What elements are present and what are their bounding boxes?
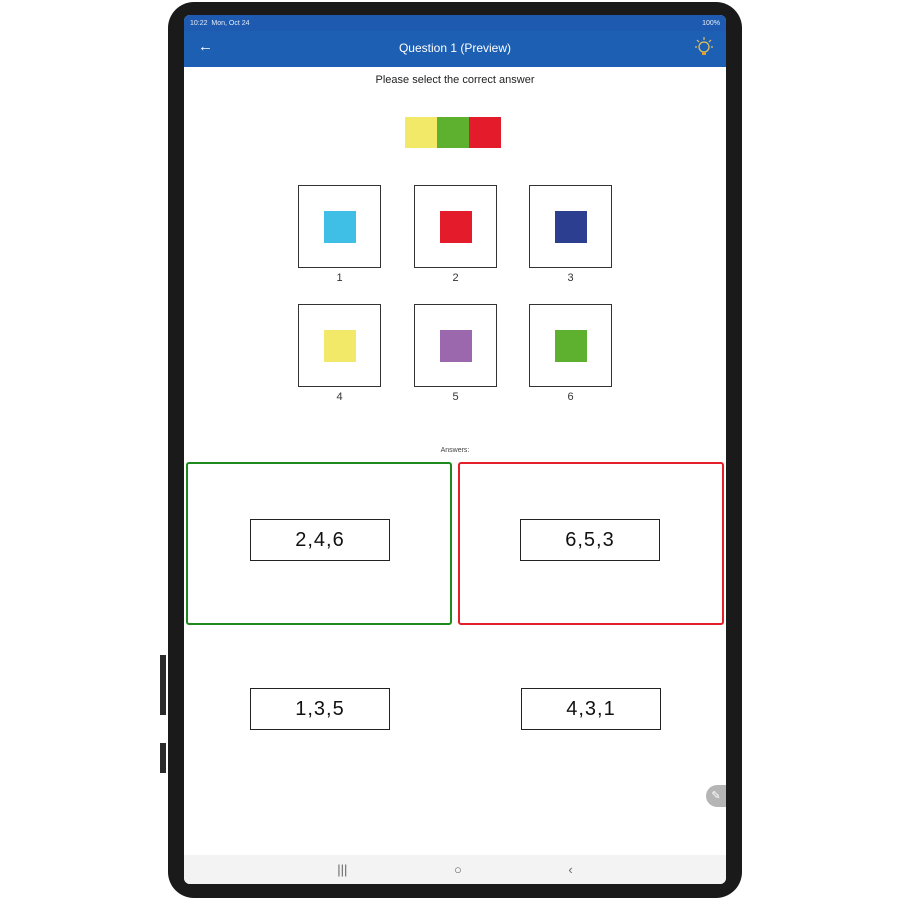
status-time: 10:22	[190, 19, 208, 27]
option-label: 6	[567, 391, 574, 403]
color-square	[440, 330, 472, 362]
option-tile-6[interactable]	[529, 304, 612, 387]
navigation-bar: ||| ○ ‹	[184, 855, 726, 884]
question-prompt: Please select the correct answer	[375, 74, 535, 86]
option-label: 2	[452, 272, 459, 284]
option-label: 1	[336, 272, 343, 284]
color-square	[324, 211, 356, 243]
sequence-color-1	[405, 117, 437, 148]
option-label: 5	[452, 391, 459, 403]
page-title: Question 1 (Preview)	[398, 41, 512, 55]
color-square	[324, 330, 356, 362]
option-tile-1[interactable]	[298, 185, 381, 268]
back-icon[interactable]: ‹	[568, 862, 573, 877]
sequence-color-2	[437, 117, 469, 148]
answers-label: Answers:	[440, 447, 470, 454]
battery-level: 100%	[702, 19, 720, 27]
option-tile-5[interactable]	[414, 304, 497, 387]
answer-text-box[interactable]: 6,5,3	[520, 519, 660, 561]
app-header: ← Question 1 (Preview)	[184, 31, 726, 67]
option-label: 4	[336, 391, 343, 403]
answer-text-box[interactable]: 1,3,5	[250, 688, 390, 730]
option-tile-3[interactable]	[529, 185, 612, 268]
lightbulb-icon[interactable]	[692, 36, 716, 60]
color-square	[555, 330, 587, 362]
option-tile-2[interactable]	[414, 185, 497, 268]
sequence-color-3	[469, 117, 501, 148]
color-square	[440, 211, 472, 243]
option-label: 3	[567, 272, 574, 284]
home-icon[interactable]: ○	[453, 862, 462, 877]
status-date: Mon, Oct 24	[211, 19, 250, 27]
side-button	[160, 743, 166, 773]
back-arrow-icon[interactable]: ←	[198, 38, 213, 55]
recent-apps-icon[interactable]: |||	[337, 862, 348, 877]
answer-card-2[interactable]	[458, 462, 724, 625]
side-button	[160, 655, 166, 715]
screen: 10:22 Mon, Oct 24 100% ← Question 1 (Pre…	[184, 15, 726, 884]
answer-text-box[interactable]: 4,3,1	[521, 688, 661, 730]
answer-card-1[interactable]	[186, 462, 452, 625]
status-bar: 10:22 Mon, Oct 24 100%	[184, 15, 726, 31]
answer-text-box[interactable]: 2,4,6	[250, 519, 390, 561]
option-tile-4[interactable]	[298, 304, 381, 387]
color-square	[555, 211, 587, 243]
pen-icon[interactable]: ✎	[706, 785, 726, 807]
